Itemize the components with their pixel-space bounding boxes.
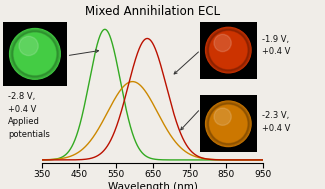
Text: -2.8 V,
+0.4 V
Applied
potentials: -2.8 V, +0.4 V Applied potentials — [8, 92, 50, 139]
Title: Mixed Annihilation ECL: Mixed Annihilation ECL — [85, 5, 220, 18]
Circle shape — [205, 27, 251, 73]
Text: -1.9 V,
+0.4 V: -1.9 V, +0.4 V — [262, 35, 290, 56]
Circle shape — [214, 34, 231, 52]
Circle shape — [9, 29, 60, 79]
Text: -2.3 V,
+0.4 V: -2.3 V, +0.4 V — [262, 111, 290, 133]
X-axis label: Wavelength (nm): Wavelength (nm) — [108, 182, 198, 189]
Circle shape — [19, 36, 38, 56]
Circle shape — [205, 101, 251, 146]
Circle shape — [214, 108, 231, 125]
